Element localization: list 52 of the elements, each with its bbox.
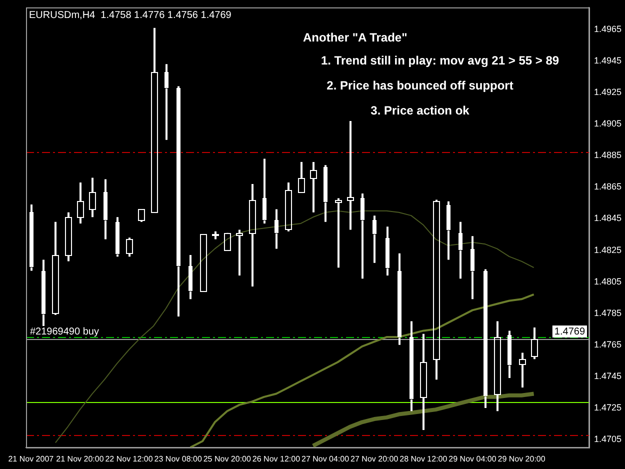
y-tick-label: 1.4745 [594,370,622,381]
candlestick [89,176,96,218]
x-tick-label: 29 Nov 20:00 [498,454,546,464]
x-tick-label: 21 Nov 2007 [8,454,54,464]
candlestick [347,120,354,231]
x-tick-label: 25 Nov 20:00 [203,454,252,464]
y-tick-label: 1.4805 [594,276,622,286]
y-tick-label: 1.4965 [594,24,622,34]
candlestick [126,236,133,258]
annotation: 3. Price action ok [370,103,470,118]
candlestick [65,211,72,262]
annotation: 1. Trend still in play: mov avg 21 > 55 > 89 [320,53,560,68]
candlestick [298,160,305,193]
candlestick [77,181,84,224]
x-tick-label: 26 Nov 12:00 [252,454,301,464]
y-tick-label: 1.4925 [594,87,622,98]
x-tick-label: 27 Nov 20:00 [350,454,399,464]
candlestick [494,320,501,412]
annotation: Another "A Trade" [303,30,408,44]
y-tick-label: 1.4885 [594,150,622,160]
candlestick [285,181,292,232]
candlestick [236,228,243,276]
candlestick [138,209,145,223]
y-tick-label: 1.4825 [594,244,622,255]
candlestick [531,326,538,360]
x-tick-label: 21 Nov 20:00 [56,454,104,464]
x-tick-label: 22 Nov 12:00 [105,454,154,464]
ref-line-label: #21969490 buy [30,326,99,338]
candlestick [335,197,342,269]
x-tick-label: 29 Nov 04:00 [448,454,497,464]
y-tick-label: 1.4705 [594,434,622,444]
y-tick-label: 1.4905 [594,118,622,129]
x-tick-label: 28 Nov 12:00 [400,454,448,464]
candlestick [433,198,440,381]
candlestick [52,220,59,316]
annotation: 2. Price has bounced off support [326,78,514,92]
ref-line-label: 1.4769 [554,326,586,338]
candlestick [519,352,526,388]
candlestick [420,332,427,432]
candlestick [310,160,317,214]
y-tick-label: 1.4785 [594,308,622,318]
candlestick [151,26,158,213]
candlestick [212,230,219,240]
candlestick [249,183,256,288]
x-tick-label: 23 Nov 08:00 [154,454,202,464]
y-tick-label: 1.4765 [594,339,622,350]
chart-title: EURUSDm,H4 1.4758 1.4776 1.4756 1.4769 [29,10,232,22]
y-tick-label: 1.4945 [594,56,622,66]
y-tick-label: 1.4725 [594,402,622,412]
y-tick-label: 1.4845 [594,213,622,224]
x-tick-label: 27 Nov 04:00 [301,454,350,464]
y-tick-label: 1.4865 [594,182,622,192]
